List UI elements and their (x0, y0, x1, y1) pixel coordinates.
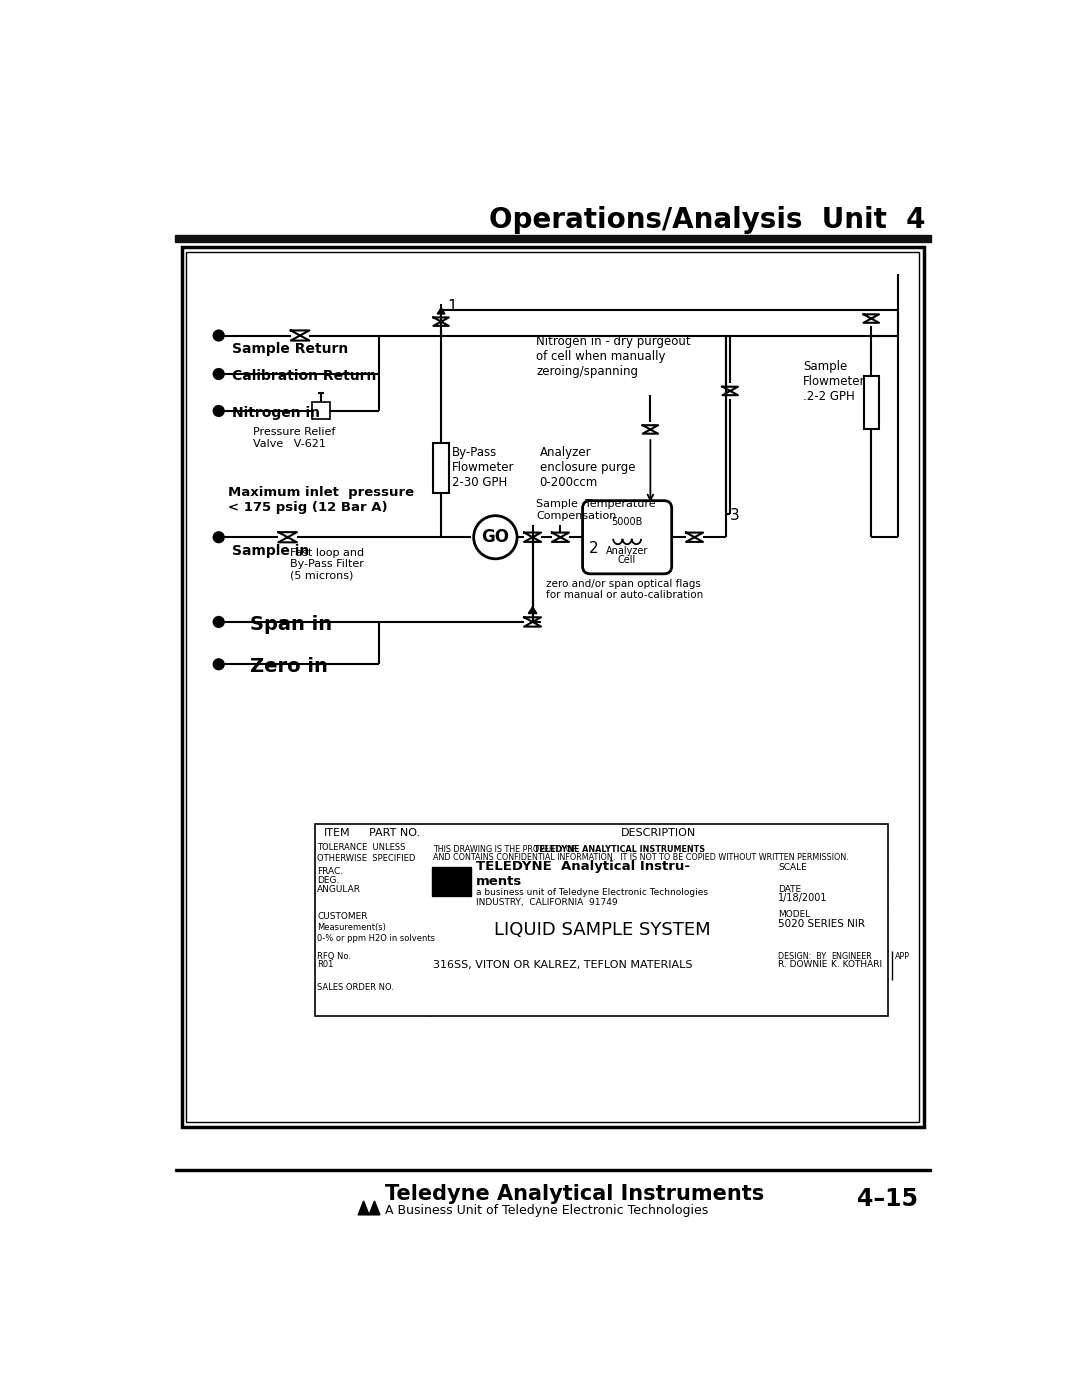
Text: Analyzer
enclosure purge
0-200ccm: Analyzer enclosure purge 0-200ccm (540, 447, 635, 489)
Text: DEG.: DEG. (318, 876, 339, 886)
Text: THIS DRAWING IS THE PROPERTY OF: THIS DRAWING IS THE PROPERTY OF (433, 845, 580, 854)
Text: Cell: Cell (618, 556, 636, 566)
Text: INDUSTRY,  CALIFORNIA  91749: INDUSTRY, CALIFORNIA 91749 (476, 898, 618, 907)
Bar (864, 376, 879, 429)
Text: ENGINEER: ENGINEER (831, 951, 872, 961)
FancyBboxPatch shape (582, 500, 672, 574)
Text: SALES ORDER NO.: SALES ORDER NO. (318, 983, 394, 992)
Polygon shape (359, 1201, 369, 1215)
Text: Pressure Relief
Valve   V-621: Pressure Relief Valve V-621 (253, 427, 335, 448)
Text: TOLERANCE  UNLESS
OTHERWISE  SPECIFIED: TOLERANCE UNLESS OTHERWISE SPECIFIED (318, 844, 416, 862)
Text: CUSTOMER: CUSTOMER (318, 912, 367, 921)
Text: 316SS, VITON OR KALREZ, TEFLON MATERIALS: 316SS, VITON OR KALREZ, TEFLON MATERIALS (433, 960, 693, 971)
Bar (314, 824, 888, 1016)
Text: LIQUID SAMPLE SYSTEM: LIQUID SAMPLE SYSTEM (495, 921, 711, 939)
Bar (312, 402, 329, 419)
Text: 2: 2 (589, 541, 598, 556)
Polygon shape (369, 1201, 380, 1215)
Text: Zero in: Zero in (249, 657, 327, 676)
Circle shape (474, 515, 517, 559)
Text: Span in: Span in (249, 615, 332, 634)
Polygon shape (437, 307, 445, 314)
Text: TELEDYNE ANALYTICAL INSTRUMENTS: TELEDYNE ANALYTICAL INSTRUMENTS (535, 845, 705, 854)
Text: zero and/or span optical flags
for manual or auto-calibration: zero and/or span optical flags for manua… (545, 578, 703, 601)
Text: R01: R01 (318, 960, 334, 970)
Text: Analyzer: Analyzer (606, 546, 648, 556)
Text: Sample  Temperature
Compensation: Sample Temperature Compensation (537, 500, 656, 521)
Circle shape (213, 405, 225, 416)
Circle shape (213, 659, 225, 669)
Circle shape (213, 369, 225, 380)
Text: Maximum inlet  pressure
< 175 psig (12 Bar A): Maximum inlet pressure < 175 psig (12 Ba… (228, 486, 414, 514)
Text: Fast loop and
By-Pass Filter
(5 microns): Fast loop and By-Pass Filter (5 microns) (291, 548, 364, 581)
Text: Sample in: Sample in (232, 543, 309, 557)
Circle shape (213, 330, 225, 341)
Bar (433, 443, 449, 493)
Text: Teledyne Analytical Instruments: Teledyne Analytical Instruments (384, 1185, 764, 1204)
Text: Sample Return: Sample Return (232, 342, 348, 356)
Text: PART NO.: PART NO. (369, 828, 420, 838)
Text: RFQ No.: RFQ No. (318, 953, 351, 961)
Text: ITEM: ITEM (324, 828, 351, 838)
Text: Operations/Analysis  Unit  4: Operations/Analysis Unit 4 (489, 205, 926, 235)
Bar (181, 247, 924, 1127)
Text: Sample
Flowmeter
.2-2 GPH: Sample Flowmeter .2-2 GPH (804, 360, 865, 404)
Bar (186, 251, 919, 1122)
Text: A Business Unit of Teledyne Electronic Technologies: A Business Unit of Teledyne Electronic T… (384, 1204, 707, 1217)
Text: TELEDYNE  Analytical Instru-
ments: TELEDYNE Analytical Instru- ments (476, 861, 690, 888)
Text: 3: 3 (729, 509, 739, 524)
Text: DESCRIPTION: DESCRIPTION (621, 828, 697, 838)
Text: GO: GO (482, 528, 510, 546)
Circle shape (213, 616, 225, 627)
Text: MODEL: MODEL (779, 909, 810, 919)
Text: a business unit of Teledyne Electronic Technologies: a business unit of Teledyne Electronic T… (476, 888, 708, 897)
Text: Calibration Return: Calibration Return (232, 369, 376, 383)
Text: Nitrogen in - dry purgeout
of cell when manually
zeroing/spanning: Nitrogen in - dry purgeout of cell when … (537, 335, 691, 377)
Bar (175, 236, 931, 242)
Text: FRAC.: FRAC. (318, 868, 343, 876)
Polygon shape (528, 606, 537, 613)
Circle shape (213, 532, 225, 542)
Text: By-Pass
Flowmeter
2-30 GPH: By-Pass Flowmeter 2-30 GPH (451, 447, 514, 489)
Text: DESIGN:  BY: DESIGN: BY (779, 951, 826, 961)
Text: APP: APP (894, 951, 909, 961)
Text: Measurement(s)
0-% or ppm H2O in solvents: Measurement(s) 0-% or ppm H2O in solvent… (318, 923, 435, 943)
Text: DATE: DATE (779, 886, 801, 894)
Text: 1: 1 (447, 299, 457, 314)
Text: Nitrogen in: Nitrogen in (232, 407, 320, 420)
Text: 5000B: 5000B (611, 517, 643, 527)
Text: AND CONTAINS CONFIDENTIAL INFORMATION.  IT IS NOT TO BE COPIED WITHOUT WRITTEN P: AND CONTAINS CONFIDENTIAL INFORMATION. I… (433, 854, 849, 862)
Text: 1/18/2001: 1/18/2001 (779, 893, 827, 904)
Text: 5020 SERIES NIR: 5020 SERIES NIR (779, 919, 865, 929)
Bar (432, 866, 471, 895)
Text: SCALE: SCALE (779, 863, 807, 872)
Text: K. KOTHARI: K. KOTHARI (831, 960, 882, 970)
Bar (175, 1169, 931, 1171)
Text: R. DOWNIE: R. DOWNIE (779, 960, 827, 970)
Text: ANGULAR: ANGULAR (318, 886, 361, 894)
Text: 4–15: 4–15 (856, 1187, 918, 1211)
